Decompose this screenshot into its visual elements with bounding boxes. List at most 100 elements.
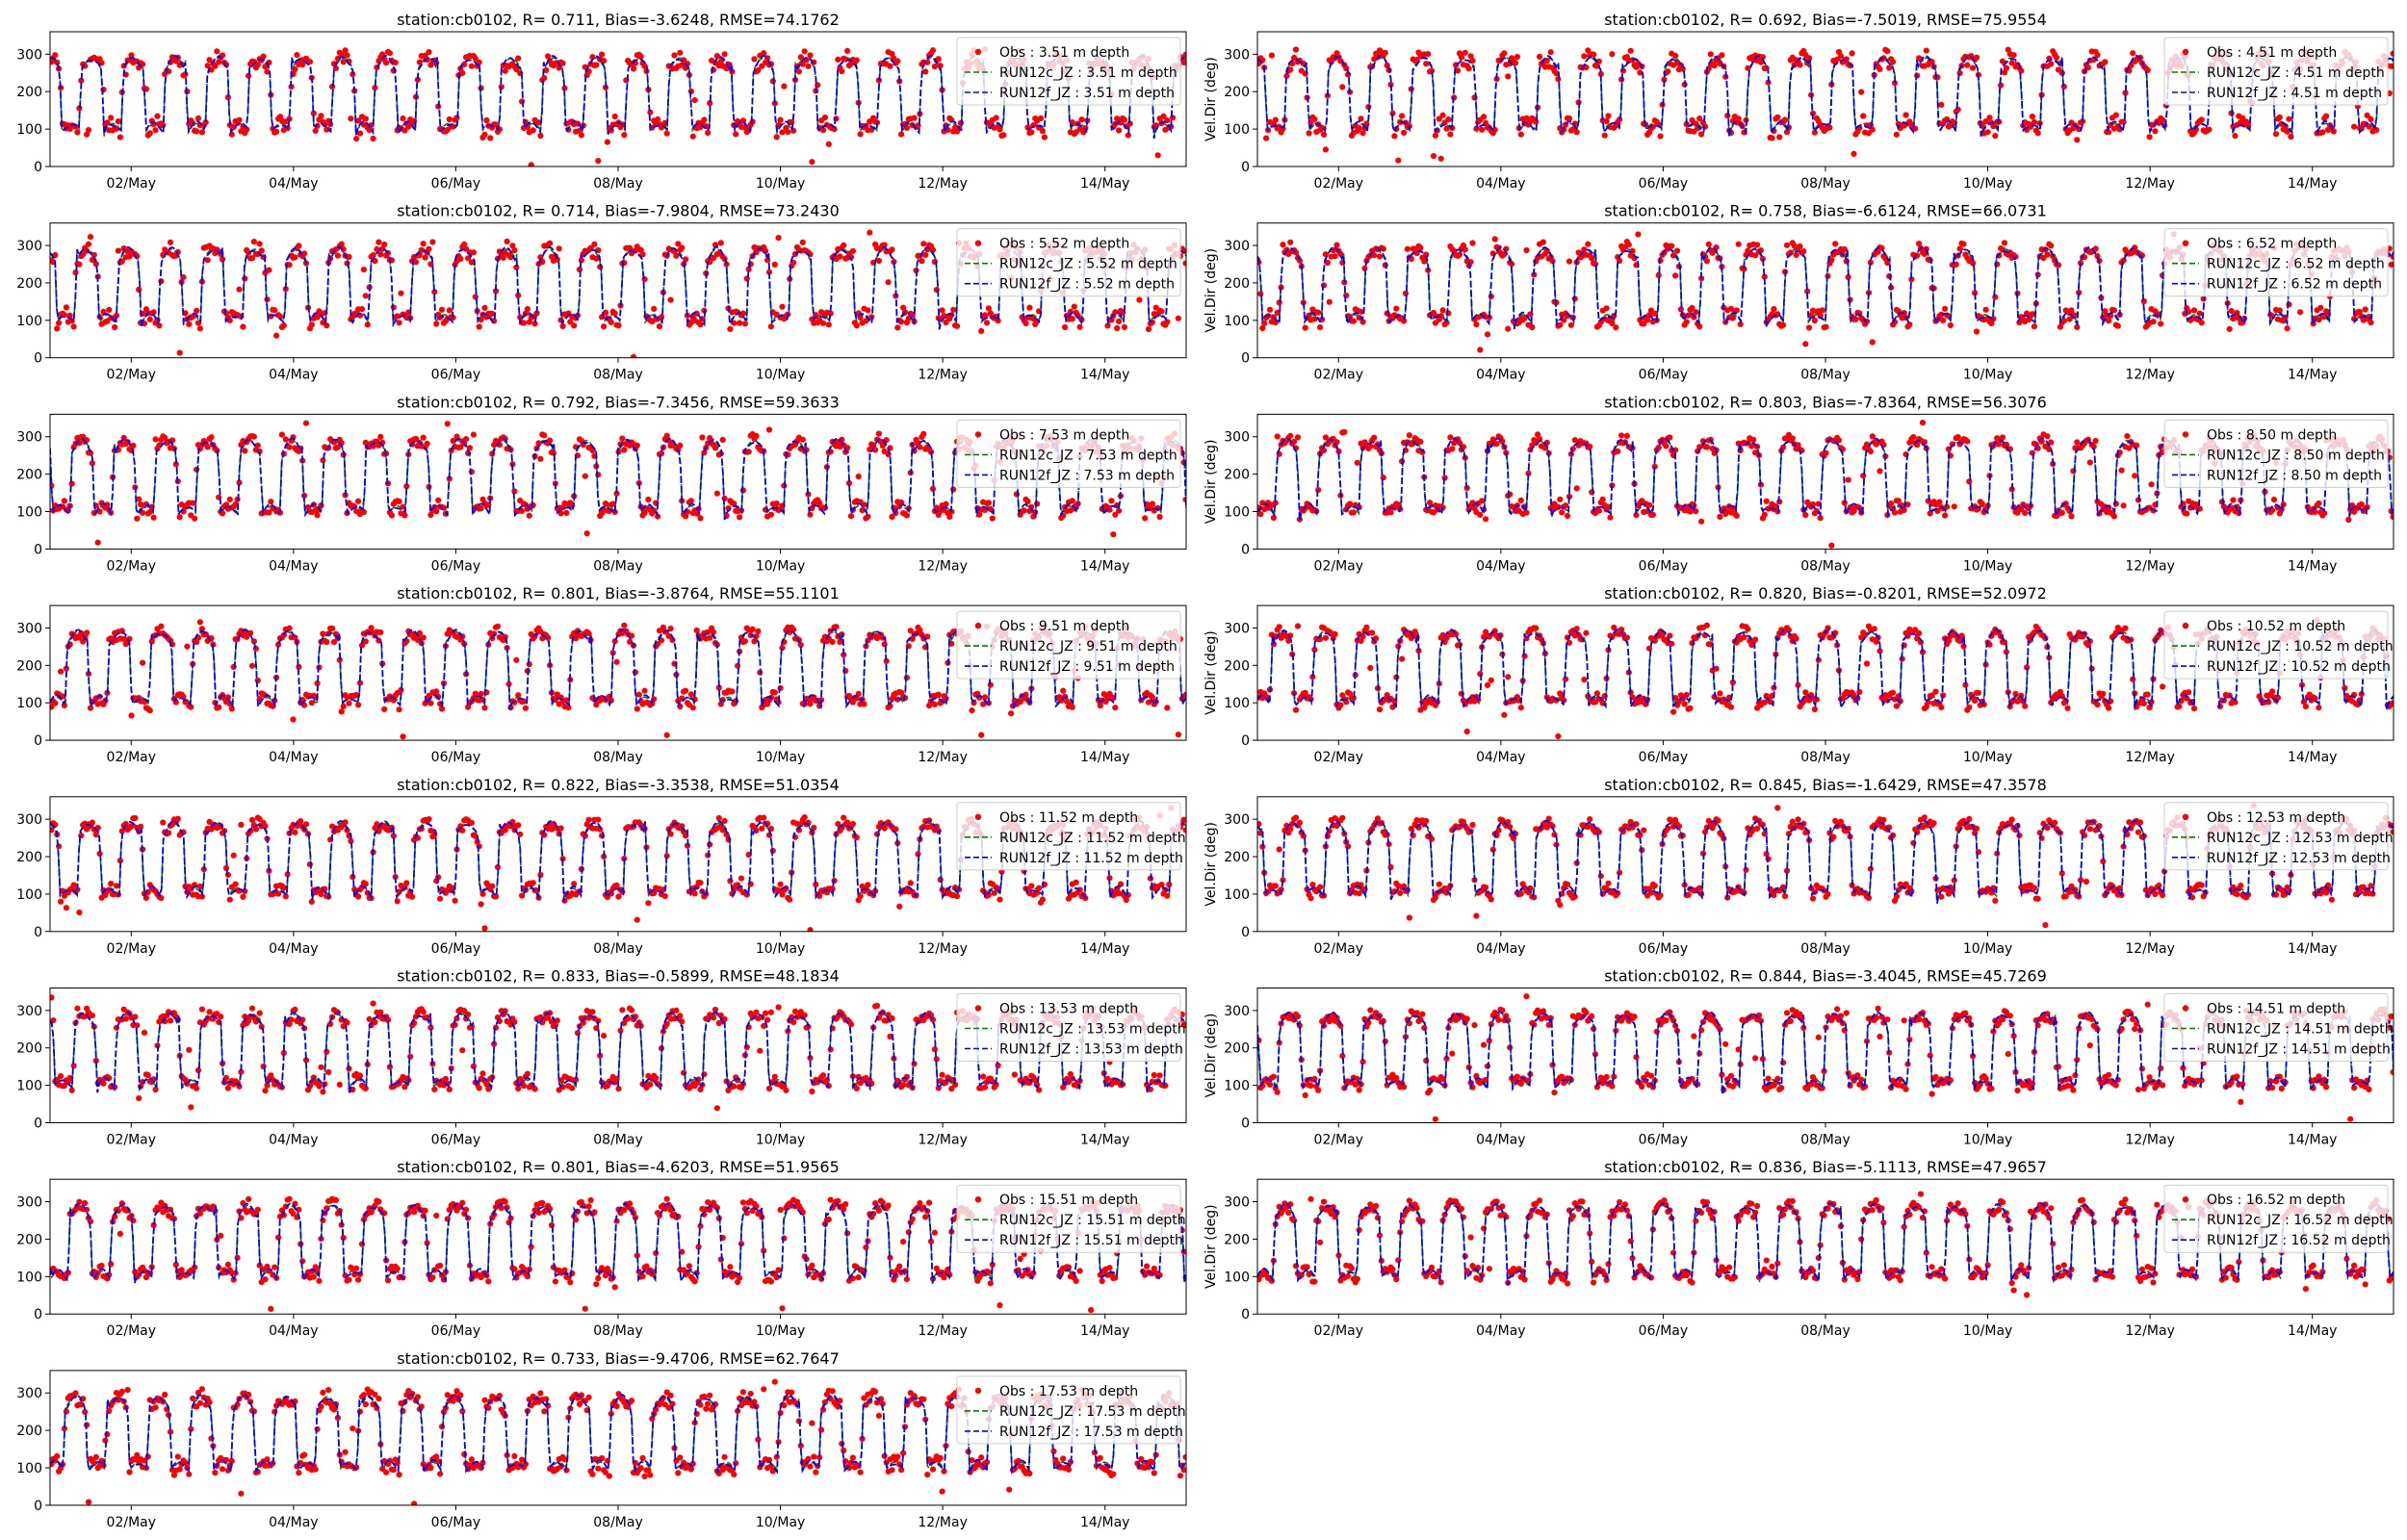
obs-point bbox=[240, 323, 246, 330]
obs-point bbox=[1982, 118, 1989, 125]
obs-point bbox=[833, 624, 840, 630]
obs-point bbox=[898, 499, 905, 506]
obs-point bbox=[621, 447, 628, 453]
obs-point bbox=[2270, 497, 2278, 503]
obs-point bbox=[302, 420, 310, 426]
obs-point bbox=[1649, 123, 1656, 130]
obs-point bbox=[1367, 443, 1374, 449]
obs-point bbox=[481, 304, 488, 311]
obs-point bbox=[2001, 240, 2008, 246]
obs-point bbox=[853, 57, 860, 64]
x-tick-label: 08/May bbox=[593, 558, 642, 574]
obs-point bbox=[1493, 440, 1500, 448]
obs-point bbox=[1973, 54, 1980, 61]
obs-point bbox=[1683, 691, 1690, 699]
obs-point bbox=[879, 443, 886, 449]
obs-point bbox=[1175, 732, 1181, 738]
x-tick-label: 06/May bbox=[1639, 558, 1688, 574]
obs-point bbox=[1158, 308, 1165, 315]
obs-point bbox=[476, 323, 482, 330]
obs-point bbox=[717, 58, 724, 64]
obs-point bbox=[1399, 113, 1406, 119]
obs-point bbox=[1406, 432, 1412, 439]
obs-point bbox=[1876, 648, 1883, 654]
obs-point bbox=[761, 50, 767, 57]
obs-point bbox=[931, 64, 939, 70]
obs-point bbox=[1904, 501, 1911, 508]
obs-point bbox=[865, 307, 871, 314]
obs-point bbox=[1521, 653, 1528, 659]
obs-point bbox=[613, 658, 620, 665]
legend-label: RUN12f_JZ : 6.52 m depth bbox=[2207, 277, 2382, 293]
obs-point bbox=[1789, 435, 1796, 442]
obs-point bbox=[1483, 516, 1489, 523]
obs-point bbox=[935, 56, 942, 63]
subplot-title: station:cb0102, R= 0.801, Bias=-3.8764, … bbox=[397, 584, 840, 603]
obs-point bbox=[731, 320, 738, 326]
obs-point bbox=[1891, 509, 1899, 516]
legend-label: RUN12c_JZ : 9.51 m depth bbox=[999, 639, 1178, 654]
obs-point bbox=[515, 55, 522, 62]
obs-point bbox=[855, 474, 862, 480]
obs-point bbox=[1311, 116, 1318, 122]
obs-point bbox=[954, 322, 961, 329]
x-tick-label: 06/May bbox=[431, 368, 480, 383]
obs-point bbox=[1543, 57, 1550, 64]
obs-point bbox=[1272, 500, 1279, 506]
obs-point bbox=[1793, 635, 1799, 642]
obs-point bbox=[898, 689, 905, 696]
obs-point bbox=[306, 59, 313, 65]
obs-point bbox=[1317, 324, 1324, 331]
obs-point bbox=[314, 680, 321, 687]
obs-point bbox=[344, 260, 350, 267]
obs-point bbox=[481, 705, 488, 711]
obs-point bbox=[663, 732, 670, 738]
obs-point bbox=[1149, 500, 1155, 507]
obs-point bbox=[619, 435, 626, 442]
obs-point bbox=[739, 310, 747, 317]
obs-point bbox=[781, 83, 788, 90]
obs-point bbox=[198, 129, 205, 136]
obs-point bbox=[292, 254, 298, 261]
obs-point bbox=[2362, 306, 2368, 313]
obs-point bbox=[759, 63, 765, 69]
obs-point bbox=[52, 700, 59, 706]
obs-point bbox=[1869, 339, 1876, 346]
obs-point bbox=[1557, 496, 1564, 502]
obs-point bbox=[1427, 500, 1434, 506]
x-tick-label: 14/May bbox=[1080, 750, 1129, 765]
legend-marker-obs bbox=[2182, 240, 2189, 246]
obs-point bbox=[1008, 710, 1015, 717]
obs-point bbox=[853, 322, 860, 329]
obs-point bbox=[513, 264, 520, 270]
legend-label: RUN12f_JZ : 3.51 m depth bbox=[999, 86, 1175, 101]
obs-point bbox=[2190, 706, 2198, 712]
obs-point bbox=[1543, 247, 1550, 254]
obs-point bbox=[1022, 320, 1029, 327]
obs-point bbox=[438, 306, 446, 313]
x-tick-label: 04/May bbox=[269, 368, 318, 383]
obs-point bbox=[1000, 132, 1007, 139]
obs-point bbox=[146, 130, 153, 137]
obs-point bbox=[1711, 63, 1718, 69]
obs-point bbox=[1488, 677, 1494, 683]
obs-point bbox=[1332, 253, 1338, 260]
x-tick-label: 02/May bbox=[1314, 368, 1363, 383]
obs-point bbox=[1623, 634, 1630, 641]
obs-point bbox=[1581, 677, 1588, 683]
obs-point bbox=[713, 490, 721, 497]
y-tick-label: 0 bbox=[1241, 351, 1250, 367]
obs-point bbox=[308, 321, 315, 328]
obs-point bbox=[1947, 321, 1954, 329]
obs-point bbox=[1041, 134, 1048, 141]
obs-point bbox=[995, 318, 1001, 324]
obs-point bbox=[502, 67, 508, 74]
obs-point bbox=[2029, 311, 2035, 318]
obs-point bbox=[2234, 310, 2240, 317]
obs-point bbox=[377, 251, 384, 258]
obs-point bbox=[1835, 437, 1843, 444]
obs-point bbox=[446, 116, 453, 123]
obs-point bbox=[2060, 318, 2067, 324]
obs-point bbox=[841, 242, 847, 248]
